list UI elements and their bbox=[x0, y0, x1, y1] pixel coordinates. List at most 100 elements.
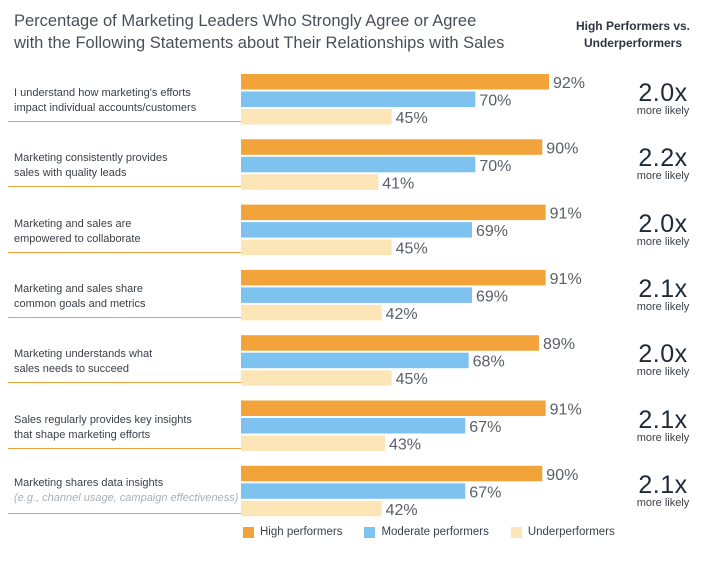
multiplier-caption: more likely bbox=[636, 300, 690, 313]
bar-under bbox=[241, 435, 385, 451]
data-label-high: 91% bbox=[550, 402, 582, 419]
bar-high bbox=[241, 465, 543, 482]
category-label-subtext: (e.g., channel usage, campaign effective… bbox=[14, 491, 239, 504]
legend-swatch-high bbox=[243, 526, 254, 538]
data-label-under: 42% bbox=[386, 502, 418, 519]
legend-label-moderate: Moderate performers bbox=[381, 526, 489, 538]
multiplier: 2.0x more likely bbox=[626, 80, 700, 117]
bar-moderate bbox=[241, 483, 466, 499]
multiplier-caption: more likely bbox=[636, 431, 690, 444]
multiplier-value: 2.2x bbox=[638, 144, 688, 173]
legend-swatch-moderate bbox=[364, 526, 376, 538]
multiplier: 2.0x more likely bbox=[626, 211, 700, 248]
data-label-high: 90% bbox=[546, 467, 578, 484]
data-label-moderate: 69% bbox=[476, 288, 508, 305]
multiplier: 2.0x more likely bbox=[626, 341, 700, 378]
legend-swatch-under bbox=[510, 526, 522, 538]
bar-under bbox=[241, 500, 382, 517]
comparison-header: High Performers vs. Underperformers bbox=[566, 18, 700, 52]
bar-under bbox=[241, 174, 379, 190]
legend-item-under: Underperformers bbox=[510, 526, 615, 538]
category-label-line-1: Marketing understands what bbox=[14, 348, 153, 361]
legend-item-high: High performers bbox=[243, 526, 342, 538]
multiplier-value: 2.1x bbox=[638, 470, 688, 499]
bar-under bbox=[241, 239, 392, 256]
category-label: Marketing shares data insights (e.g., cha… bbox=[14, 476, 239, 506]
legend-item-moderate: Moderate performers bbox=[364, 526, 489, 538]
multiplier-value: 2.1x bbox=[638, 405, 688, 434]
data-label-moderate: 68% bbox=[473, 354, 505, 371]
category-divider bbox=[8, 186, 241, 188]
bar-moderate bbox=[241, 91, 476, 107]
category-divider bbox=[8, 512, 241, 514]
category-label-line-1: Sales regularly provides key insights bbox=[14, 413, 192, 426]
category-label: Marketing consistently provides sales wit… bbox=[14, 151, 239, 181]
data-label-high: 92% bbox=[553, 75, 585, 92]
category-label-line-1: Marketing and sales are bbox=[14, 217, 132, 230]
multiplier: 2.1x more likely bbox=[626, 407, 700, 444]
bar-moderate bbox=[241, 418, 466, 434]
category-divider bbox=[8, 121, 241, 122]
category-label: Marketing and sales share common goals an… bbox=[14, 282, 239, 312]
category-label: I understand how marketing's efforts impa… bbox=[14, 86, 239, 116]
data-label-moderate: 70% bbox=[479, 93, 511, 110]
data-label-moderate: 67% bbox=[469, 484, 501, 501]
category-label-line-1: Marketing and sales share bbox=[14, 282, 144, 295]
data-label-high: 91% bbox=[550, 206, 582, 223]
multiplier-caption: more likely bbox=[636, 366, 690, 379]
multiplier: 2.1x more likely bbox=[626, 276, 700, 313]
category-label: Marketing and sales are empowered to coll… bbox=[14, 217, 239, 247]
multiplier: 2.2x more likely bbox=[626, 145, 700, 182]
data-label-high: 90% bbox=[546, 140, 578, 157]
category-label-line-1: Marketing shares data insights bbox=[14, 476, 164, 489]
category-label-line-2: that shape marketing efforts bbox=[14, 428, 151, 441]
category-label-line-2: common goals and metrics bbox=[14, 297, 146, 310]
multiplier-caption: more likely bbox=[636, 235, 690, 248]
bar-under bbox=[241, 370, 392, 386]
category-label-line-2: sales needs to succeed bbox=[14, 363, 129, 376]
category-label-line-1: I understand how marketing's efforts bbox=[14, 87, 191, 99]
bar-under bbox=[241, 304, 382, 321]
bar-moderate bbox=[241, 222, 472, 238]
data-label-under: 41% bbox=[382, 175, 414, 192]
bar-high bbox=[241, 400, 546, 416]
chart-title: Percentage of Marketing Leaders Who Stro… bbox=[14, 10, 554, 54]
comparison-header-line-1: High Performers vs. bbox=[575, 19, 691, 33]
category-label: Sales regularly provides key insights tha… bbox=[14, 413, 239, 443]
bar-high bbox=[241, 139, 543, 155]
data-label-under: 45% bbox=[396, 110, 428, 127]
bar-moderate bbox=[241, 156, 476, 173]
legend-label-under: Underperformers bbox=[527, 526, 615, 538]
category-label-line-2: empowered to collaborate bbox=[14, 232, 141, 245]
category-label-line-2: impact individual accounts/customers bbox=[14, 102, 197, 114]
multiplier-value: 2.0x bbox=[638, 209, 688, 238]
multiplier-caption: more likely bbox=[636, 496, 690, 509]
legend-label-high: High performers bbox=[260, 526, 343, 538]
data-label-under: 45% bbox=[396, 371, 428, 388]
data-label-moderate: 70% bbox=[479, 158, 511, 175]
data-label-moderate: 69% bbox=[476, 223, 508, 240]
chart-title-line-2: with the Following Statements about Thei… bbox=[14, 34, 505, 52]
multiplier-value: 2.0x bbox=[638, 340, 688, 369]
category-divider bbox=[8, 382, 241, 384]
bar-moderate bbox=[241, 352, 469, 369]
category-divider bbox=[8, 251, 241, 253]
multiplier: 2.1x more likely bbox=[626, 472, 700, 509]
multiplier-caption: more likely bbox=[636, 105, 690, 117]
bar-high bbox=[241, 269, 546, 286]
multiplier-caption: more likely bbox=[636, 170, 690, 183]
chart-title-line-1: Percentage of Marketing Leaders Who Stro… bbox=[14, 12, 477, 30]
data-label-under: 45% bbox=[396, 241, 428, 258]
data-label-moderate: 67% bbox=[469, 419, 501, 436]
bar-high bbox=[241, 74, 549, 90]
category-divider bbox=[8, 447, 241, 449]
data-label-high: 89% bbox=[543, 336, 575, 353]
multiplier-value: 2.1x bbox=[638, 274, 688, 303]
bar-high bbox=[241, 335, 539, 351]
bar-high bbox=[241, 204, 546, 221]
bar-under bbox=[241, 109, 392, 125]
category-label-line-2: sales with quality leads bbox=[14, 167, 127, 180]
category-divider bbox=[8, 316, 241, 318]
data-label-high: 91% bbox=[550, 271, 582, 288]
